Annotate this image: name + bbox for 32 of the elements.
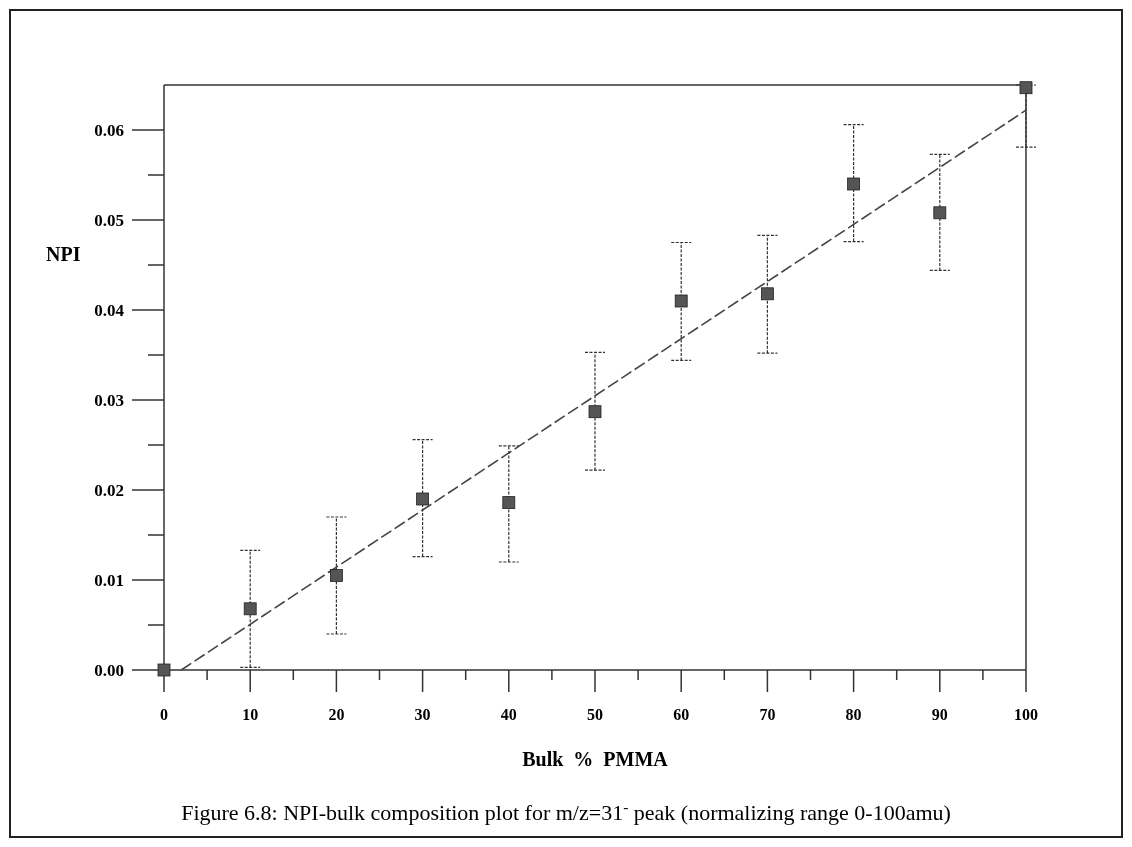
x-tick-label: 10 xyxy=(242,706,259,723)
x-tick-label: 60 xyxy=(673,706,690,723)
x-tick-label: 90 xyxy=(931,706,948,723)
point xyxy=(157,663,171,677)
x-tick-label: 80 xyxy=(845,706,862,723)
y-tick-label: 0.05 xyxy=(94,210,124,230)
point xyxy=(330,569,343,582)
x-tick-label: 40 xyxy=(500,706,517,723)
point xyxy=(588,405,602,419)
y-tick-label: 0.02 xyxy=(94,480,124,500)
x-tick-label: 0 xyxy=(160,706,168,723)
x-tick-label: 100 xyxy=(1014,706,1038,723)
y-tick-label: 0.03 xyxy=(94,390,124,410)
point xyxy=(416,492,429,506)
x-tick-label: 20 xyxy=(328,706,345,723)
y-axis-title: NPI xyxy=(46,242,81,265)
y-tick-label: 0.04 xyxy=(94,300,125,320)
x-tick-label: 30 xyxy=(414,706,431,723)
x-tick-label: 50 xyxy=(587,706,603,723)
y-tick-label: 0.01 xyxy=(94,570,124,590)
x-tick-label: 70 xyxy=(759,706,776,723)
caption: Figure 6.8: NPI-bulk composition plot for m/z=31$^{-}$ peak (normalizing range 0-100amu) xyxy=(181,797,951,825)
point xyxy=(243,602,257,616)
x-axis-title: Bulk % PMMA xyxy=(522,748,669,770)
point xyxy=(502,496,516,509)
y-tick-label: 0.06 xyxy=(94,120,124,140)
point xyxy=(761,287,774,301)
point xyxy=(674,294,688,308)
point xyxy=(933,206,947,220)
point xyxy=(1019,81,1033,95)
point xyxy=(847,177,860,191)
y-tick-label: 0.00 xyxy=(94,660,124,680)
